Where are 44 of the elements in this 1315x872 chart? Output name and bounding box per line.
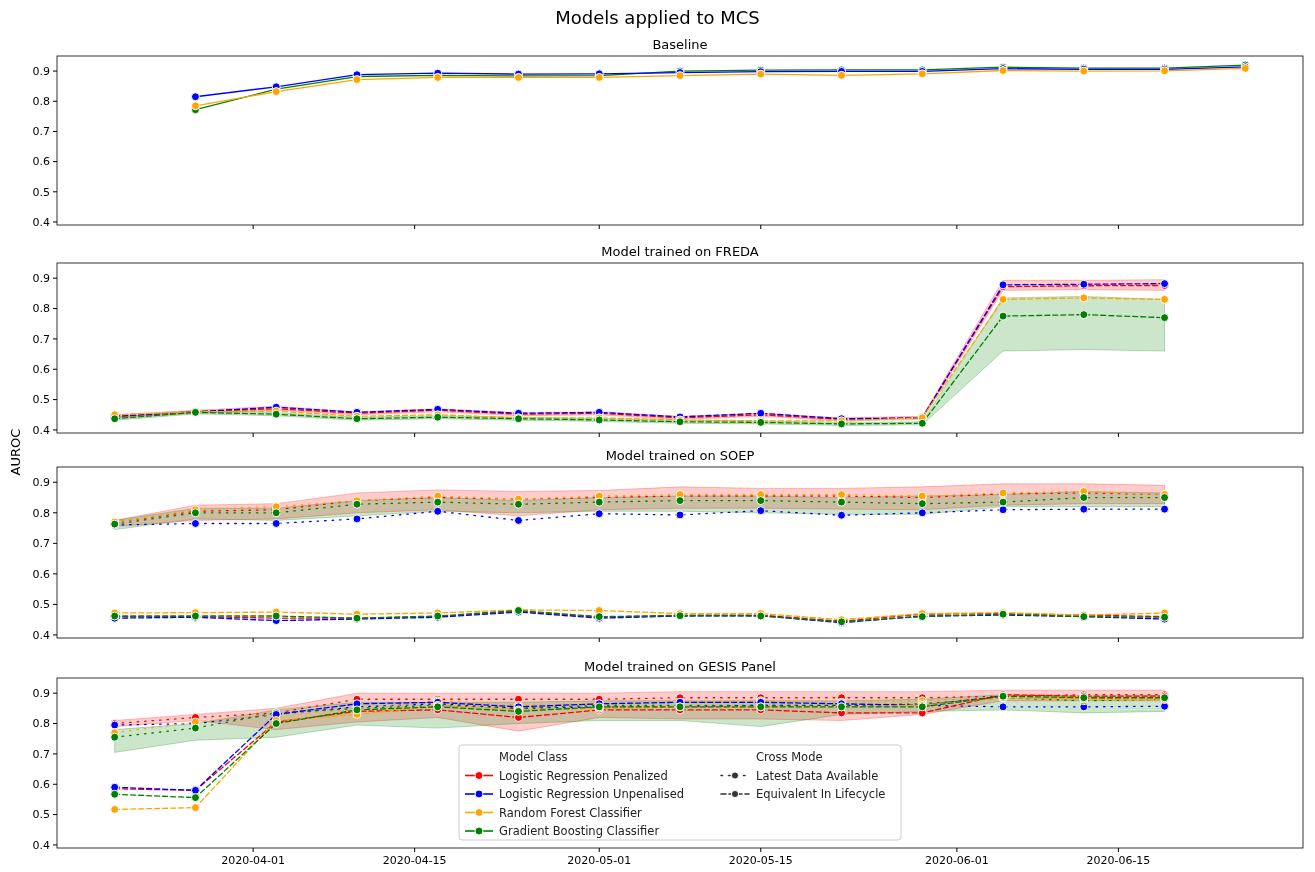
y-tick-label: 0.5 [32,598,50,612]
y-tick-label: 0.6 [32,155,50,169]
x-tick-label: 2020-04-15 [382,854,447,867]
chart-title: Models applied to MCS [555,7,760,28]
annotation: Latest Data Available [756,768,879,783]
chart-subtitle: Baseline [652,37,708,52]
y-tick-label: 0.8 [32,302,50,316]
annotation: Equivalent In Lifecycle [756,787,886,801]
chart-title: Model trained on FREDA [601,244,759,259]
chart-title: Model trained on SOEP [605,448,755,463]
legend-title: Model Class [499,750,568,764]
y-tick-label: 0.7 [32,747,50,761]
y-tick-label: 0.5 [32,393,50,407]
y-tick-label: 0.5 [32,185,50,199]
y-tick-label: 0.4 [32,215,50,229]
x-tick-label: 2020-04-01 [221,854,286,867]
legend-label: Logistic Regression Unpenalised [499,787,685,801]
x-tick-label: 2020-06-15 [1086,854,1151,867]
y-tick-label: 0.8 [32,506,50,520]
legend-label: Random Forest Classifier [499,805,642,820]
y-tick-label: 0.4 [32,423,50,437]
x-tick-label: 2020-05-01 [567,854,632,867]
y-tick-label: 0.8 [32,95,50,109]
y-tick-label: 0.9 [32,476,50,490]
y-tick-label: 0.4 [32,838,50,852]
y-axis-title: AUROC [8,428,23,476]
chart-title: Model trained on GESIS Panel [584,659,776,674]
y-tick-label: 0.6 [32,778,50,792]
legend-label: Logistic Regression Penalized [499,768,668,783]
x-tick-label: 2020-06-01 [924,854,989,867]
y-tick-label: 0.9 [32,272,50,286]
y-tick-label: 0.7 [32,537,50,551]
x-tick-label: 2020-05-15 [728,854,793,867]
annotation: Cross Mode [756,750,823,764]
y-tick-label: 0.8 [32,717,50,731]
y-tick-label: 0.7 [32,125,50,139]
y-tick-label: 0.4 [32,628,50,642]
legend-label: Gradient Boosting Classifier [499,824,660,838]
y-tick-label: 0.6 [32,567,50,581]
y-tick-label: 0.9 [32,64,50,78]
y-tick-label: 0.6 [32,363,50,377]
y-tick-label: 0.9 [32,687,50,701]
y-tick-label: 0.5 [32,808,50,822]
y-tick-label: 0.7 [32,332,50,346]
